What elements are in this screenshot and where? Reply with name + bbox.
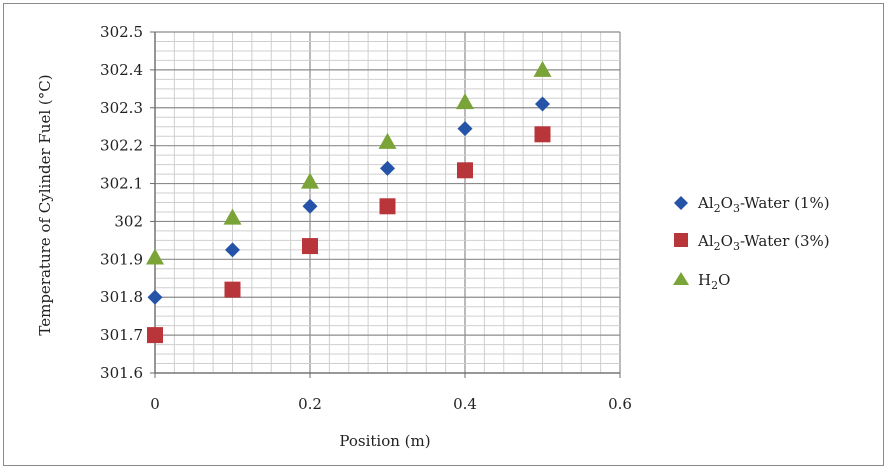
data-points <box>146 60 552 344</box>
data-point-triangle <box>378 132 397 149</box>
x-tick-label: 0.6 <box>608 395 632 413</box>
y-tick-label: 301.6 <box>100 364 143 382</box>
data-point-triangle <box>146 248 164 265</box>
legend-item-h2o: H2O <box>673 271 730 292</box>
y-tick-label: 301.9 <box>100 250 143 268</box>
y-tick-label: 302 <box>114 212 143 230</box>
data-point-diamond <box>302 198 318 214</box>
data-point-square <box>534 126 551 143</box>
legend-marker-diamond <box>674 196 688 210</box>
x-tick-label: 0.4 <box>453 395 477 413</box>
y-tick-label: 302.1 <box>100 175 143 193</box>
data-point-diamond <box>380 160 395 176</box>
x-tick-label: 0.2 <box>298 395 322 413</box>
legend-marker-triangle <box>673 272 689 285</box>
data-point-diamond <box>225 242 240 258</box>
y-tick-label: 301.7 <box>100 326 143 344</box>
axes <box>154 32 620 374</box>
y-axis-title: Temperature of Cylinder Fuel (°C) <box>36 74 54 335</box>
y-tick-label: 302.5 <box>100 23 143 41</box>
legend-item-al2o3-3: Al2O3-Water (3%) <box>674 232 830 253</box>
data-point-square <box>302 238 318 255</box>
data-point-triangle <box>301 172 319 189</box>
legend: Al2O3-Water (1%) Al2O3-Water (3%) H2O <box>673 194 830 292</box>
data-point-square <box>457 162 473 179</box>
data-point-square <box>147 327 163 344</box>
data-point-triangle <box>223 208 242 225</box>
data-point-diamond <box>535 96 550 112</box>
x-tick-label: 0 <box>150 395 160 413</box>
data-point-diamond <box>457 121 473 137</box>
data-point-diamond <box>147 289 163 305</box>
x-axis-title: Position (m) <box>339 432 430 450</box>
y-tick-label: 302.3 <box>100 99 143 117</box>
x-tick-labels: 0 0.2 0.4 0.6 <box>150 373 632 413</box>
data-point-triangle <box>533 60 552 77</box>
y-tick-labels: 302.5 302.4 302.3 302.2 302.1 302 301.9 301.8 30… <box>100 23 155 382</box>
chart-frame <box>3 3 884 466</box>
data-point-square <box>379 198 396 215</box>
legend-item-al2o3-1: Al2O3-Water (1%) <box>674 194 830 215</box>
legend-label-al2o3-3: Al2O3-Water (3%) <box>697 232 830 253</box>
legend-label-h2o: H2O <box>698 271 730 292</box>
data-point-square <box>224 281 241 298</box>
legend-marker-square <box>674 233 688 247</box>
y-tick-label: 301.8 <box>100 288 143 306</box>
data-point-triangle <box>456 93 474 110</box>
y-tick-label: 302.4 <box>100 61 143 79</box>
y-tick-label: 302.2 <box>100 137 143 155</box>
legend-label-al2o3-1: Al2O3-Water (1%) <box>697 194 830 215</box>
